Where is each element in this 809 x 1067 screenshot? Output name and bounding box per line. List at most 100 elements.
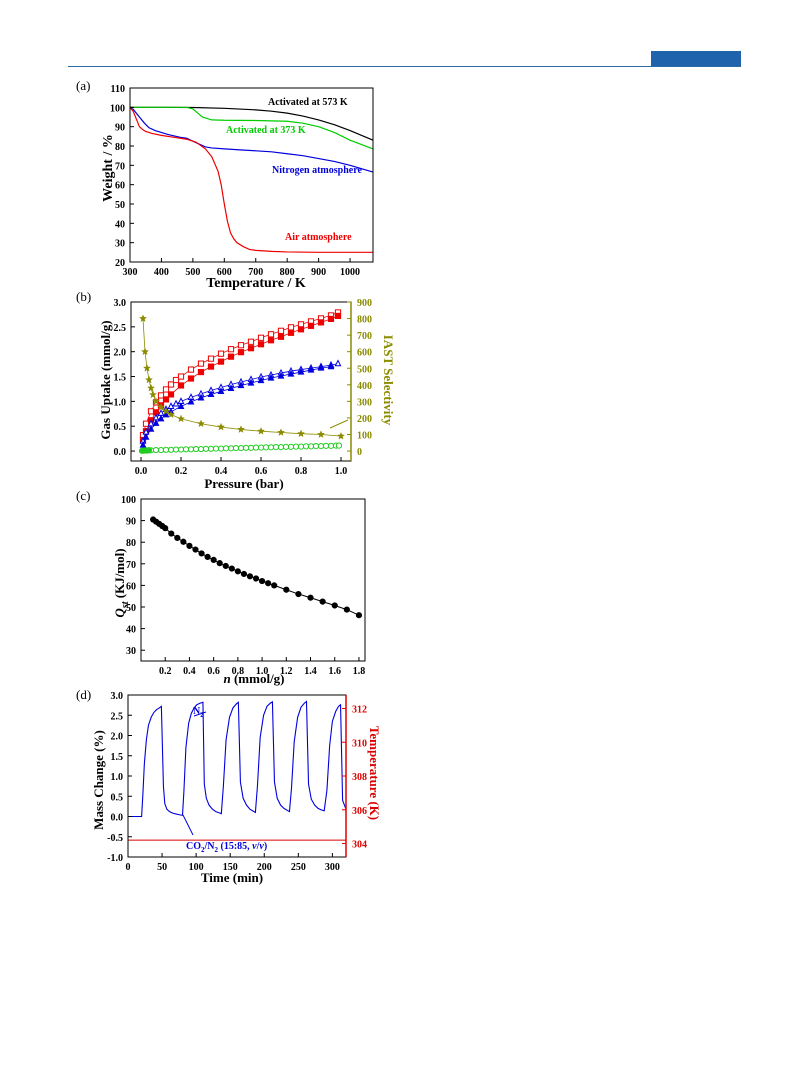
left-y-tick-label: 90 <box>126 517 136 528</box>
left-y-tick-label: 2.0 <box>111 732 124 743</box>
left-y-tick-label: 50 <box>115 200 125 211</box>
data-point <box>327 362 335 370</box>
data-point <box>297 367 305 375</box>
plot-frame <box>140 498 366 662</box>
selectivity-arrow <box>329 419 349 429</box>
data-point <box>217 358 225 365</box>
data-point <box>227 384 235 392</box>
cycling-chart: 0 50 100 150 200 250 300 -1.0 -0.5 0.0 0.5 1.0 1.5 2.… <box>91 691 382 885</box>
data-point <box>172 376 180 384</box>
data-point <box>267 331 275 338</box>
data-point <box>177 382 185 389</box>
data-point <box>228 565 235 572</box>
left-y-tick-label: 20 <box>115 258 125 269</box>
left-y-tick-label: 80 <box>126 538 136 549</box>
tga-chart: 300 400 500 600 700 800 900 1000 20 30 40 50 60 70 80 9… <box>101 84 374 291</box>
x-axis-label: Temperature / K <box>206 276 306 291</box>
x-tick-label: 0.2 <box>159 666 172 677</box>
header-accent-block <box>651 51 741 66</box>
data-point <box>276 428 286 436</box>
data-point <box>176 414 186 423</box>
data-point <box>287 369 295 377</box>
left-y-tick-label: 110 <box>111 84 125 95</box>
right-y-tick-label: 800 <box>357 315 372 326</box>
x-axis-label: Time (min) <box>201 870 263 885</box>
data-point <box>147 424 155 432</box>
left-y-tick-label: 0.5 <box>114 422 127 433</box>
x-tick-label: 1.0 <box>335 466 348 477</box>
right-y-tick-label: 900 <box>357 298 372 309</box>
data-point <box>167 381 175 388</box>
plot-frame <box>127 694 347 858</box>
data-point <box>240 570 248 578</box>
y-axis-label: Qst (KJ/mol) <box>112 548 131 617</box>
left-y-tick-label: 90 <box>115 123 125 134</box>
left-y-tick-label: 100 <box>110 103 125 114</box>
data-point <box>146 383 156 392</box>
annotation-arrow-n2 <box>193 711 207 717</box>
data-point <box>207 355 215 362</box>
data-point <box>355 612 363 619</box>
data-point <box>295 590 302 598</box>
data-point <box>162 525 169 532</box>
x-tick-label: 0.0 <box>135 466 148 477</box>
right-y-tick-label: 100 <box>357 431 372 442</box>
panel-label: (c) <box>76 488 91 503</box>
x-tick-label: 1.4 <box>304 666 317 677</box>
annotation-mix: CO2/N2 (15:85, v/v) <box>186 841 267 854</box>
annotation-activated-373: Activated at 373 K <box>226 125 306 136</box>
data-point <box>157 414 165 422</box>
data-point <box>287 329 295 336</box>
adsorption-chart: 0.0 0.2 0.4 0.6 0.8 1.0 0.0 0.5 1.0 1.5 2.0 2.5 3.0 0… <box>98 298 396 491</box>
x-tick-label: 800 <box>280 267 295 278</box>
right-y-tick-label: 304 <box>352 840 367 851</box>
x-tick-label: 0.4 <box>183 666 196 677</box>
data-point <box>335 442 343 449</box>
left-y-tick-label: 50 <box>126 603 136 614</box>
x-tick-label: 50 <box>157 862 167 873</box>
left-y-tick-label: 1.5 <box>114 373 127 384</box>
data-point <box>297 326 305 333</box>
data-point <box>187 397 195 405</box>
data-point <box>277 327 285 334</box>
x-tick-label: 150 <box>223 862 238 873</box>
data-point <box>145 447 153 454</box>
x-tick-label: 1.2 <box>280 666 293 677</box>
data-point <box>216 560 223 567</box>
data-point <box>319 598 326 605</box>
data-point <box>204 553 211 560</box>
annotation-nitrogen: Nitrogen atmosphere <box>272 165 362 176</box>
x-tick-label: 1.6 <box>328 666 341 677</box>
data-point <box>192 546 199 553</box>
right-y-tick-label: 300 <box>357 397 372 408</box>
data-point <box>196 419 206 428</box>
left-y-tick-label: 1.0 <box>111 772 124 783</box>
data-point <box>174 534 181 541</box>
data-point <box>237 349 245 356</box>
series-line-1 <box>130 106 374 150</box>
x-tick-label: 1.8 <box>353 666 366 677</box>
data-point <box>336 431 346 440</box>
x-tick-label: 0.2 <box>175 466 188 477</box>
data-point <box>148 390 158 399</box>
data-point <box>142 363 152 372</box>
right-y-tick-label: 308 <box>352 772 367 783</box>
left-y-tick-label: 2.0 <box>114 348 127 359</box>
left-y-tick-label: 80 <box>115 142 125 153</box>
data-point <box>247 378 255 386</box>
x-axis-label: n (mmol/g) <box>223 671 284 686</box>
data-point <box>234 568 241 575</box>
data-point <box>317 363 325 371</box>
x-tick-label: 600 <box>217 267 232 278</box>
left-y-tick-label: 40 <box>126 625 136 636</box>
data-point <box>247 345 255 352</box>
data-point <box>267 373 275 381</box>
data-point <box>187 366 195 373</box>
right-y-tick-label: 310 <box>352 738 367 749</box>
plot-frame <box>129 87 374 263</box>
data-point <box>167 391 175 398</box>
data-point <box>166 410 176 419</box>
x-tick-label: 1.0 <box>256 666 269 677</box>
data-point <box>258 577 266 585</box>
x-tick-label: 0.4 <box>215 466 228 477</box>
